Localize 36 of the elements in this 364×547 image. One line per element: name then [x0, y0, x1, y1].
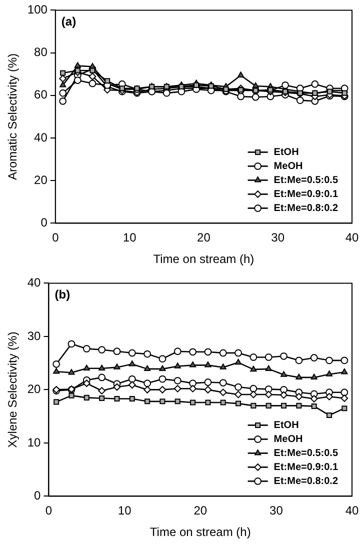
- legend-label: Et:Me=0.5:0.5: [274, 448, 338, 459]
- legend-label: Et:Me=0.5:0.5: [274, 174, 338, 186]
- x-tick-label: 10: [122, 230, 137, 245]
- legend-label: Et:Me=0.9:0.1: [274, 462, 338, 473]
- legend-label: MeOH: [274, 434, 303, 445]
- y-tick-label: 40: [27, 276, 42, 290]
- y-tick-label: 100: [27, 2, 48, 17]
- legend-label: EtOH: [274, 420, 299, 431]
- x-tick-label: 40: [345, 504, 359, 518]
- legend-label: MeOH: [274, 160, 303, 172]
- x-tick-label: 40: [345, 230, 359, 245]
- y-tick-label: 30: [27, 328, 42, 343]
- y-tick-label: 60: [34, 88, 48, 102]
- y-axis-title: Aromatic Selectivity (%): [6, 53, 20, 180]
- annotation: (b): [54, 288, 70, 302]
- legend-label: Et:Me=0.8:0.2: [274, 202, 338, 214]
- x-tick-label: 30: [270, 504, 284, 518]
- y-axis-title: Xylene Selectivity (%): [6, 332, 20, 448]
- legend-label: Et:Me=0.8:0.2: [274, 476, 338, 487]
- y-tick-label: 20: [27, 382, 42, 396]
- y-tick-label: 40: [34, 130, 48, 144]
- y-tick-label: 10: [27, 435, 42, 450]
- x-tick-label: 10: [118, 504, 132, 518]
- x-tick-label: 30: [271, 230, 285, 245]
- y-tick-label: 80: [34, 45, 48, 60]
- x-axis-title: Time on stream (h): [150, 525, 251, 540]
- y-tick-label: 0: [34, 488, 42, 503]
- x-tick-label: 0: [52, 230, 60, 245]
- annotation: (a): [61, 14, 76, 29]
- legend-label: EtOH: [274, 146, 299, 158]
- x-tick-label: 20: [197, 230, 211, 245]
- x-tick-label: 20: [194, 504, 208, 518]
- x-axis-title: Time on stream (h): [153, 252, 254, 266]
- y-tick-label: 20: [34, 172, 48, 187]
- legend-label: Et:Me=0.9:0.1: [274, 188, 338, 200]
- y-tick-label: 0: [40, 216, 48, 230]
